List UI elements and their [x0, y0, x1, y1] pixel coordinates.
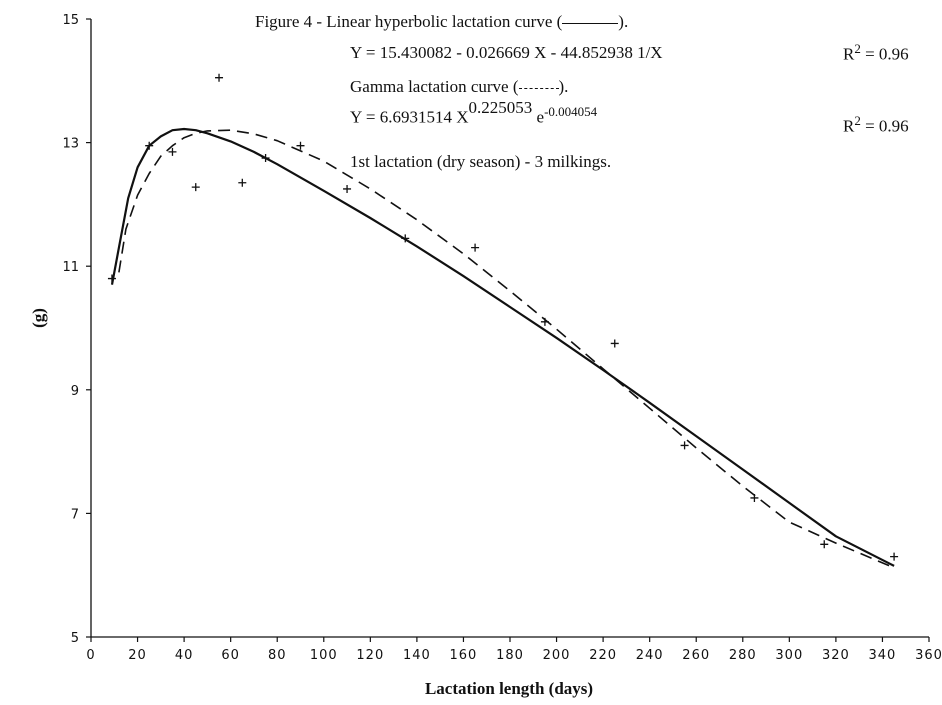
gamma-eq-e: e	[532, 107, 545, 127]
gamma-legend: Gamma lactation curve ().	[350, 77, 568, 97]
dashed-line-legend-key	[518, 87, 559, 89]
y-axis-label: (g)	[29, 308, 48, 328]
gamma-curve	[118, 129, 895, 569]
data-point-marker	[343, 184, 352, 193]
data-point-marker	[401, 234, 410, 243]
data-point-marker	[215, 73, 224, 82]
r2-1-val: = 0.96	[860, 44, 909, 64]
y-ticks: 5 7 9 11 13 15	[62, 13, 91, 646]
x-tick-label: 320	[822, 648, 850, 663]
gamma-eq-base: Y = 6.6931514 X	[350, 107, 469, 127]
gamma-legend-text: Gamma lactation curve (	[350, 77, 519, 96]
solid-line-legend-key	[562, 22, 619, 24]
data-point-marker	[680, 441, 689, 450]
data-point-marker	[238, 178, 247, 187]
x-tick-label: 260	[682, 648, 710, 663]
data-point-marker	[168, 147, 177, 156]
gamma-eq-exp2: -0.004054	[544, 104, 598, 119]
x-tick-label: 40	[175, 648, 194, 663]
lactation-note-text: 1st lactation (dry season) - 3 milkings.	[350, 152, 612, 171]
lactation-note: 1st lactation (dry season) - 3 milkings.	[350, 152, 611, 172]
r2-1-base: R	[843, 44, 855, 64]
x-tick-label: 280	[729, 648, 757, 663]
data-point-marker	[890, 552, 899, 561]
r2-2-base: R	[843, 116, 855, 136]
x-tick-label: 180	[496, 648, 524, 663]
gamma-equation: Y = 6.6931514 X0.225053 e-0.004054	[350, 98, 598, 128]
data-point-marker	[610, 339, 619, 348]
data-point-marker	[820, 540, 829, 549]
data-point-marker	[261, 154, 270, 163]
y-tick-label: 13	[62, 137, 79, 152]
r2-1-exp: 2	[854, 41, 861, 56]
r-squared-2: R2 = 0.96	[843, 113, 909, 137]
data-point-marker	[191, 183, 200, 192]
data-point-marker	[107, 274, 116, 283]
x-tick-label: 120	[356, 648, 384, 663]
data-point-marker	[750, 493, 759, 502]
curves	[110, 127, 895, 569]
gamma-legend-end: ).	[558, 77, 569, 96]
figure-title-end: ).	[618, 12, 629, 31]
r-squared-1: R2 = 0.96	[843, 41, 909, 65]
r2-2-val: = 0.96	[860, 116, 909, 136]
x-tick-label: 220	[589, 648, 617, 663]
x-tick-label: 200	[543, 648, 571, 663]
r2-2-exp: 2	[854, 113, 861, 128]
x-tick-label: 300	[775, 648, 803, 663]
x-ticks: 0 20 40 60 80 100 120 140 160 180 200 220 240 260 280 3…	[86, 637, 942, 663]
data-point-marker	[540, 317, 549, 326]
x-tick-label: 0	[86, 648, 95, 663]
x-tick-label: 20	[128, 648, 147, 663]
y-tick-label: 5	[71, 631, 79, 646]
y-tick-label: 7	[71, 507, 79, 522]
hyperbolic-equation-text: Y = 15.430082 - 0.026669 X - 44.852938 1…	[350, 43, 663, 62]
x-tick-label: 360	[915, 648, 942, 663]
x-axis-label: Lactation length (days)	[425, 679, 593, 698]
x-tick-label: 60	[221, 648, 240, 663]
y-tick-label: 9	[71, 384, 79, 399]
data-point-marker	[471, 243, 480, 252]
figure-title-text: Figure 4 - Linear hyperbolic lactation c…	[255, 12, 563, 31]
hyperbolic-curve	[110, 127, 895, 567]
x-tick-label: 340	[869, 648, 897, 663]
x-tick-label: 160	[450, 648, 478, 663]
y-tick-label: 15	[62, 13, 79, 28]
figure-title: Figure 4 - Linear hyperbolic lactation c…	[255, 12, 628, 32]
x-tick-label: 80	[268, 648, 287, 663]
hyperbolic-equation: Y = 15.430082 - 0.026669 X - 44.852938 1…	[350, 43, 663, 63]
data-point-marker	[296, 141, 305, 150]
gamma-eq-exp1: 0.225053	[468, 98, 533, 117]
y-tick-label: 11	[62, 260, 79, 275]
x-tick-label: 140	[403, 648, 431, 663]
x-tick-label: 240	[636, 648, 664, 663]
data-points	[107, 73, 899, 561]
x-tick-label: 100	[310, 648, 338, 663]
data-point-marker	[145, 141, 154, 150]
